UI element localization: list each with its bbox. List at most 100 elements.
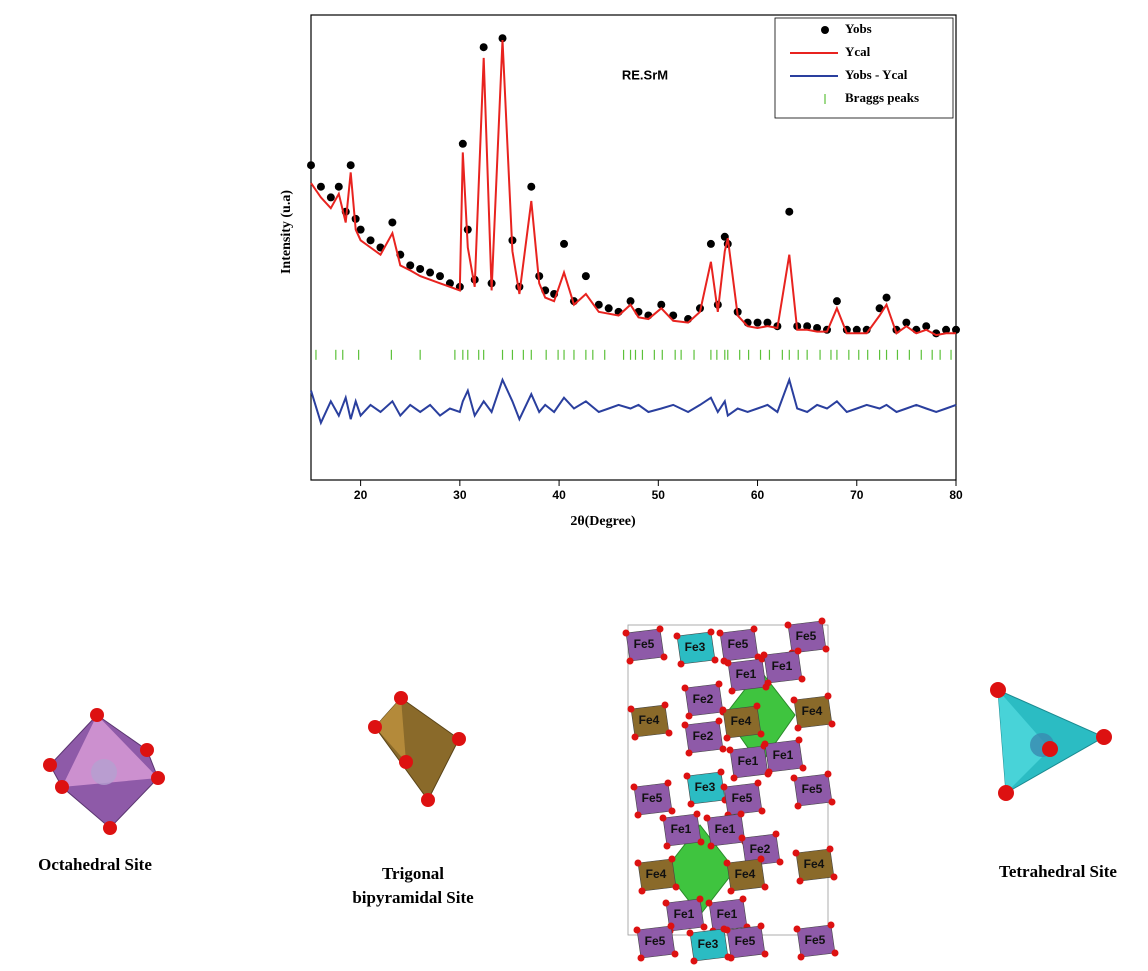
obs-point — [785, 207, 794, 216]
oxygen — [795, 736, 803, 744]
atom-label: Fe5 — [634, 637, 655, 651]
atom-label: Fe4 — [731, 714, 752, 728]
oxygen — [750, 625, 758, 633]
oxygen — [761, 950, 769, 958]
obs-point — [560, 239, 569, 248]
obs-point — [753, 318, 762, 327]
atom-label: Fe5 — [802, 782, 823, 796]
site-illustrations: Octahedral Site Trigonal bipyramidal Sit… — [38, 617, 1117, 965]
oxygen — [723, 734, 731, 742]
oxygen — [757, 922, 765, 930]
x-tick-label: 60 — [751, 488, 765, 502]
legend-label: Ycal — [845, 44, 871, 59]
oxygen — [724, 659, 732, 667]
oxygen — [799, 764, 807, 772]
x-tick-label: 80 — [949, 488, 963, 502]
oxygen — [737, 810, 745, 818]
oxygen — [627, 705, 635, 713]
atom-label: Fe2 — [750, 842, 771, 856]
obs-point — [832, 297, 841, 306]
oxygen — [662, 899, 670, 907]
oxygen — [637, 954, 645, 962]
obs-point — [706, 239, 715, 248]
obs-point — [902, 318, 911, 327]
atom-label: Fe1 — [738, 754, 759, 768]
obs-point — [594, 300, 603, 309]
oxygen — [681, 721, 689, 729]
trigonal-bipyramid — [368, 691, 466, 807]
atom-label: Fe5 — [645, 934, 666, 948]
oxygen — [715, 717, 723, 725]
oxygen — [754, 779, 762, 787]
oxygen — [663, 842, 671, 850]
obs-point — [366, 236, 375, 245]
obs-point — [436, 272, 444, 281]
oxygen — [727, 954, 735, 962]
tetrahedron — [990, 682, 1112, 801]
oxygen — [723, 859, 731, 867]
oxygen — [686, 929, 694, 937]
legend-symbol — [821, 26, 829, 34]
obs-point — [316, 182, 325, 191]
oxygen — [667, 922, 675, 930]
oxygen — [758, 807, 766, 815]
x-axis-label: 2θ(Degree) — [570, 514, 636, 529]
oxygen — [728, 687, 736, 695]
oxygen — [794, 724, 802, 732]
atom-label: Fe5 — [796, 629, 817, 643]
oxygen — [739, 895, 747, 903]
obs-point — [388, 218, 397, 227]
obs-point — [334, 182, 343, 191]
obs-point — [498, 34, 507, 43]
oxygen — [705, 899, 713, 907]
atom-label: Fe4 — [802, 704, 823, 718]
plot-frame — [310, 14, 957, 481]
oxygen — [672, 883, 680, 891]
oxygen — [690, 957, 698, 965]
oxygen — [792, 849, 800, 857]
atom-label: Fe1 — [773, 748, 794, 762]
legend-label: Braggs peaks — [845, 90, 919, 105]
atom-label: Fe2 — [693, 692, 714, 706]
oxygen — [634, 859, 642, 867]
atom-label: Fe3 — [695, 780, 716, 794]
legend-label: Yobs — [845, 21, 872, 36]
legend-label: Yobs - Ycal — [845, 67, 908, 82]
obs-point — [356, 225, 365, 234]
oxygen — [776, 858, 784, 866]
oxygen — [693, 810, 701, 818]
atom-label: Fe3 — [698, 937, 719, 951]
oxygen — [634, 811, 642, 819]
oxygen — [772, 830, 780, 838]
obs-point — [527, 182, 536, 191]
atom-label: Fe5 — [732, 791, 753, 805]
obs-point — [657, 300, 666, 309]
oxygen — [719, 745, 727, 753]
x-tick-label: 40 — [552, 488, 566, 502]
obs-point — [626, 297, 635, 306]
oxygen — [760, 651, 768, 659]
obs-point — [763, 318, 772, 327]
obs-point — [406, 261, 415, 270]
oxygen — [719, 706, 727, 714]
oxygen — [831, 949, 839, 957]
oxygen — [830, 873, 838, 881]
oxygen — [794, 647, 802, 655]
oxygen — [671, 950, 679, 958]
obs-point — [326, 193, 335, 202]
atom-label: Fe1 — [772, 659, 793, 673]
oxygen — [757, 730, 765, 738]
obs-point — [479, 43, 488, 52]
oxygen — [753, 702, 761, 710]
oxygen — [659, 814, 667, 822]
site-label: bipyramidal Site — [352, 888, 474, 907]
oxygen — [827, 921, 835, 929]
oxygen — [707, 842, 715, 850]
obs-point — [426, 268, 435, 277]
oxygen — [730, 774, 738, 782]
oxygen — [723, 926, 731, 934]
obs-point — [604, 304, 613, 313]
oxygen — [727, 887, 735, 895]
